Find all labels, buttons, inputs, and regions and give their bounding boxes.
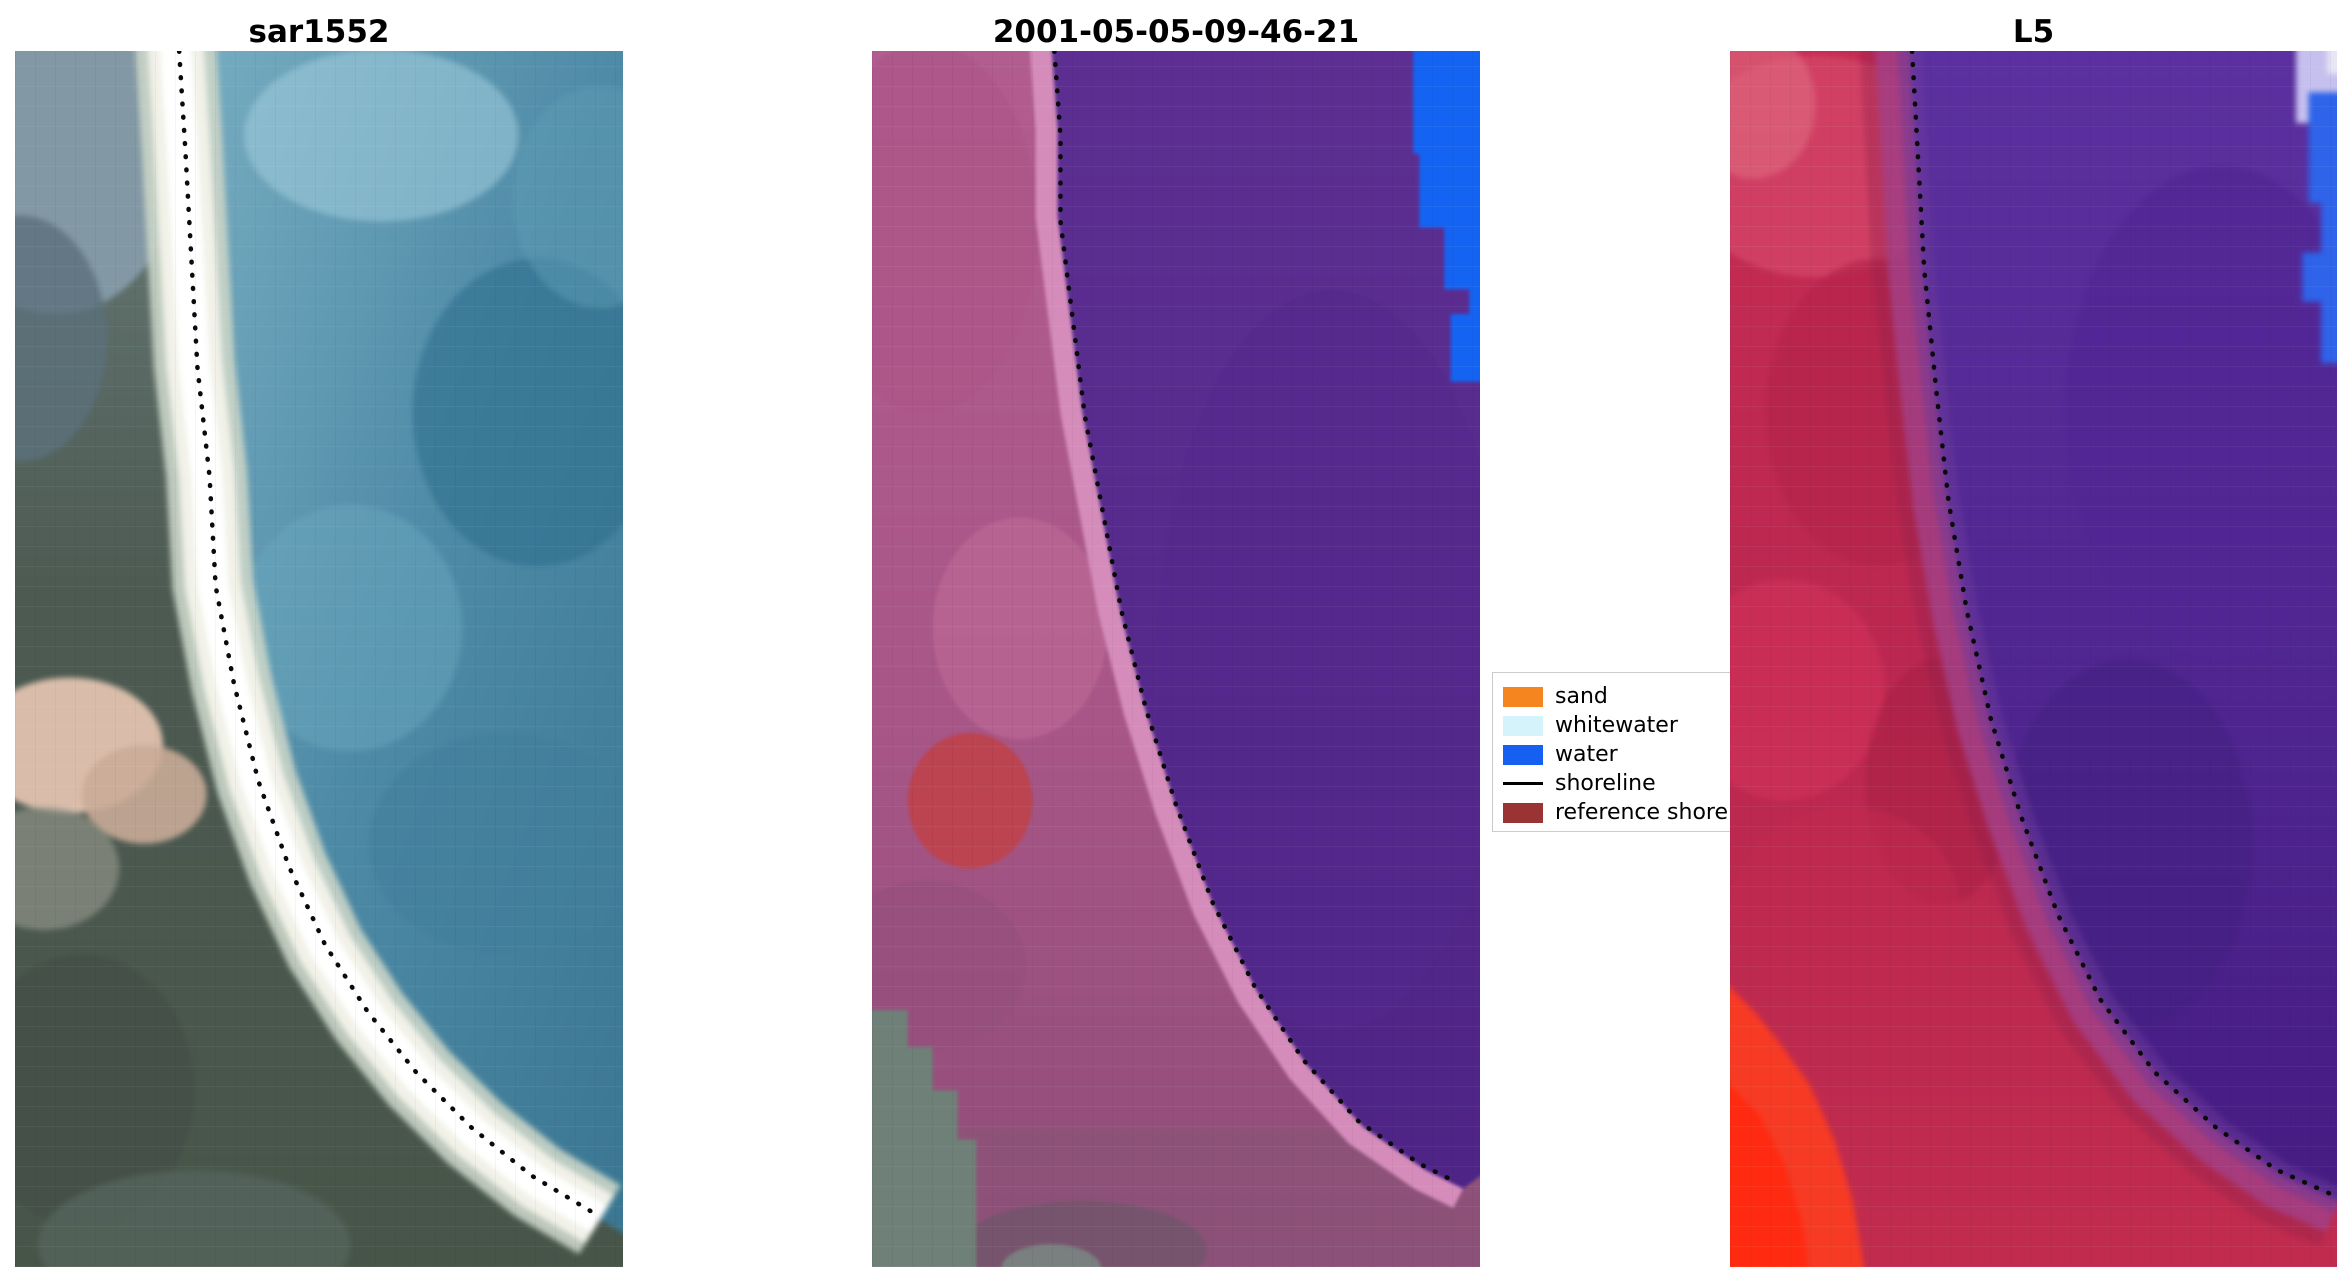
shoreline-overlay xyxy=(1909,51,2334,1197)
gray-patch xyxy=(15,806,120,931)
panel-l5 xyxy=(1730,51,2337,1267)
shoreline-line-swatch xyxy=(1503,782,1543,785)
bright-red-core xyxy=(1730,1085,1809,1267)
shoreline-dotted-line xyxy=(1052,51,1458,1185)
ocean-texture xyxy=(237,51,623,955)
red-reference-blob xyxy=(907,732,1033,869)
land-shade xyxy=(872,51,1039,413)
red-patch xyxy=(1730,578,1885,801)
legend-label: reference shoreline xyxy=(1555,800,1735,825)
legend-item-whitewater: whitewater xyxy=(1503,711,1735,740)
legend-item-water: water xyxy=(1503,740,1735,769)
panel-classified xyxy=(872,51,1480,1267)
land-gray-patch xyxy=(15,215,107,462)
shoreline-overlay xyxy=(1052,51,1458,1185)
bottom-land xyxy=(38,1170,351,1267)
beach-white-band xyxy=(160,51,608,1233)
whitewater-swatch xyxy=(1503,715,1543,736)
pixel-grid-overlay xyxy=(872,51,1480,1267)
tan-sand-patch-2 xyxy=(81,745,207,844)
shoreline-dotted-line xyxy=(1909,51,2334,1197)
land-light xyxy=(932,517,1108,740)
panel-title-l5: L5 xyxy=(2012,14,2055,50)
panel-title-date: 2001-05-05-09-46-21 xyxy=(992,14,1360,50)
shoreline-overlay xyxy=(176,51,595,1215)
white-corner-pixels xyxy=(2327,51,2337,74)
pixel-grid-overlay xyxy=(15,51,623,1267)
water-swatch xyxy=(1503,744,1543,765)
classified-image xyxy=(872,51,1480,1267)
legend-label: whitewater xyxy=(1555,713,1678,738)
land-dark xyxy=(872,880,1027,1054)
sar-image xyxy=(15,51,623,1267)
sand-swatch xyxy=(1503,686,1543,707)
legend-item-reference-shoreline: reference shoreline xyxy=(1503,798,1735,827)
reference-shoreline-swatch xyxy=(1503,802,1543,823)
panel-title-sar1552: sar1552 xyxy=(248,14,390,50)
legend-label: water xyxy=(1555,742,1618,767)
blue-water-patch xyxy=(2302,92,2337,364)
ocean-texture xyxy=(2002,166,2337,1029)
l5-image xyxy=(1730,51,2337,1267)
water-texture xyxy=(1157,289,1480,1029)
pink-corner xyxy=(1730,51,1816,179)
teal-land-patch xyxy=(872,1010,977,1267)
legend: sand whitewater water shoreline referenc… xyxy=(1492,672,1736,832)
legend-item-sand: sand xyxy=(1503,682,1735,711)
legend-label: sand xyxy=(1555,684,1608,709)
dark-vegetation xyxy=(15,954,195,1226)
blue-water-patch xyxy=(1413,51,1480,382)
legend-item-shoreline: shoreline xyxy=(1503,769,1735,798)
pixel-grid-overlay xyxy=(1730,51,2337,1267)
red-patch-2 xyxy=(1734,806,1960,1004)
shoreline-dotted-line xyxy=(176,51,595,1215)
bottom-gray-pixels xyxy=(1001,1244,1101,1267)
legend-label: shoreline xyxy=(1555,771,1656,796)
panel-sar1552 xyxy=(15,51,623,1267)
